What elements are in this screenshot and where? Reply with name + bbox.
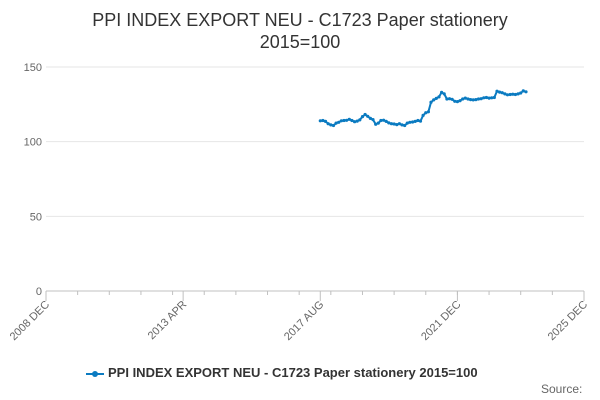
data-point: [318, 119, 322, 123]
data-point: [498, 90, 502, 94]
data-point: [463, 96, 467, 100]
x-tick-label: 2008 DEC: [8, 299, 52, 343]
data-point: [513, 92, 518, 97]
data-point: [331, 123, 336, 128]
data-point: [440, 90, 444, 94]
data-point: [358, 118, 362, 122]
data-point: [395, 123, 399, 127]
data-point: [524, 90, 528, 94]
data-point: [339, 119, 343, 123]
data-point: [387, 121, 391, 125]
chart-title: PPI INDEX EXPORT NEU - C1723 Paper stati…: [92, 10, 508, 30]
data-point: [505, 93, 510, 97]
data-point: [384, 119, 388, 123]
data-point: [511, 92, 515, 96]
data-point: [490, 96, 494, 100]
y-tick-label: 0: [36, 286, 42, 298]
data-point: [379, 118, 383, 123]
data-point: [492, 95, 496, 100]
data-point: [337, 120, 341, 124]
data-point: [416, 118, 420, 123]
x-tick-label: 2025 DEC: [546, 299, 590, 343]
data-point: [516, 92, 520, 96]
data-point: [363, 112, 367, 117]
y-tick-label: 100: [24, 137, 42, 149]
data-point: [424, 111, 428, 115]
data-point: [382, 118, 386, 122]
data-point: [334, 121, 338, 125]
data-point: [495, 89, 499, 93]
x-tick-label: 2013 APR: [146, 299, 190, 343]
data-point: [371, 118, 375, 122]
data-point: [434, 96, 438, 100]
data-point: [469, 98, 473, 102]
data-point: [447, 97, 452, 101]
data-point: [479, 97, 483, 101]
data-point: [508, 92, 512, 97]
data-point: [403, 123, 407, 128]
data-point: [366, 114, 370, 118]
data-point: [350, 118, 354, 123]
data-point: [392, 122, 396, 126]
data-point: [355, 119, 359, 123]
x-tick-label: 2017 AUG: [282, 299, 326, 343]
data-point: [458, 99, 462, 103]
data-point: [476, 97, 481, 101]
data-point: [450, 97, 454, 101]
data-point: [342, 118, 346, 123]
data-point: [432, 98, 436, 102]
data-point: [519, 91, 523, 95]
data-point: [453, 99, 457, 103]
data-point: [474, 98, 478, 102]
data-point: [471, 98, 475, 102]
data-point: [418, 119, 423, 123]
data-point: [482, 96, 486, 100]
y-tick-label: 150: [24, 62, 42, 74]
y-tick-label: 50: [30, 211, 42, 223]
data-point: [411, 120, 415, 124]
source-label[interactable]: Source:: [541, 382, 583, 396]
chart-subtitle: 2015=100: [259, 32, 341, 52]
data-point: [413, 119, 417, 123]
data-point: [368, 116, 372, 120]
data-point: [484, 95, 488, 100]
data-point: [345, 118, 349, 122]
data-point: [521, 89, 525, 93]
data-point: [353, 120, 357, 124]
data-point: [323, 119, 328, 123]
data-point: [421, 113, 425, 117]
data-point: [487, 96, 491, 100]
x-tick-label: 2021 DEC: [419, 299, 463, 343]
data-point: [408, 120, 412, 124]
legend-item[interactable]: PPI INDEX EXPORT NEU - C1723 Paper stati…: [86, 365, 478, 380]
data-point: [426, 110, 430, 114]
data-point: [442, 92, 446, 96]
data-point: [429, 100, 433, 104]
data-point: [397, 122, 401, 126]
legend-line-marker: [86, 370, 104, 377]
data-point: [326, 122, 330, 126]
data-point: [329, 123, 333, 127]
legend-label: PPI INDEX EXPORT NEU - C1723 Paper stati…: [108, 365, 478, 380]
data-point: [461, 97, 465, 101]
data-point: [466, 97, 470, 101]
data-point: [376, 121, 380, 125]
data-point: [389, 122, 394, 126]
data-point: [500, 91, 504, 95]
data-point: [400, 123, 404, 127]
data-point: [347, 117, 351, 121]
data-point: [445, 97, 449, 101]
data-point: [437, 95, 441, 99]
data-point: [321, 118, 325, 123]
data-point: [360, 115, 365, 119]
data-point: [455, 100, 459, 104]
data-point: [374, 122, 378, 126]
line-chart: 0 50 100 150 2008 DEC 2013 APR 2017 AUG 2021 DE…: [8, 62, 590, 343]
data-point: [503, 92, 507, 96]
data-point: [405, 121, 409, 125]
